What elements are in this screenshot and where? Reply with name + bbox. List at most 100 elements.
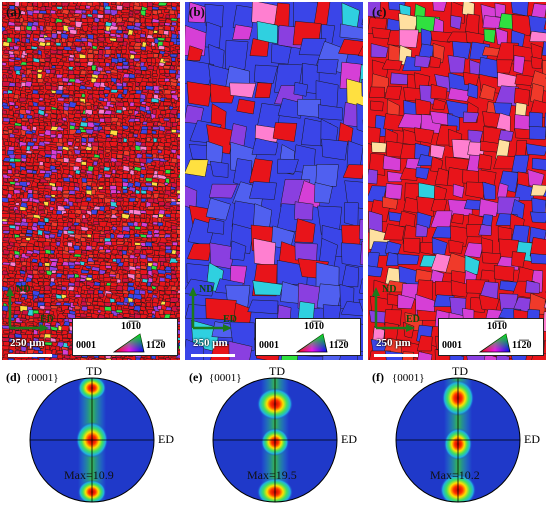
grain <box>102 114 112 118</box>
grain <box>55 89 63 95</box>
grain <box>86 305 95 311</box>
grain <box>111 249 119 255</box>
grain <box>162 53 170 57</box>
grain <box>13 338 21 342</box>
grain <box>128 121 135 127</box>
grain <box>177 97 180 103</box>
grain <box>145 297 152 302</box>
grain <box>67 109 74 115</box>
grain <box>140 213 146 219</box>
grain <box>78 77 86 82</box>
grain <box>87 261 95 265</box>
grain <box>164 22 171 27</box>
grain <box>254 82 272 98</box>
pole-figure-plot <box>395 377 521 503</box>
grain <box>61 148 69 155</box>
grain <box>15 217 22 222</box>
grain <box>139 162 145 167</box>
grain <box>158 201 166 206</box>
grain <box>482 15 505 29</box>
grain <box>176 194 180 199</box>
grain <box>87 165 95 172</box>
grain <box>62 356 70 360</box>
grain <box>163 193 170 199</box>
pole-figure-outline <box>395 377 521 503</box>
grain <box>55 2 64 7</box>
grain <box>151 73 158 77</box>
grain <box>62 226 70 231</box>
grain <box>115 293 125 297</box>
grain <box>6 245 13 249</box>
scale-line <box>374 354 418 357</box>
grain <box>44 257 50 263</box>
grain <box>451 139 472 160</box>
grain <box>19 233 27 238</box>
grain <box>121 217 128 223</box>
grain <box>432 98 446 111</box>
grain <box>61 325 70 332</box>
grain <box>80 141 87 146</box>
grain <box>339 23 363 40</box>
grain <box>24 253 33 257</box>
grain <box>30 180 38 188</box>
grain <box>61 338 70 342</box>
grain <box>416 335 433 352</box>
grain <box>344 202 359 227</box>
grain <box>31 258 38 263</box>
grain <box>170 237 178 242</box>
grain <box>170 278 178 283</box>
grain <box>91 73 100 79</box>
grain <box>19 134 25 139</box>
grain <box>91 189 96 196</box>
grain <box>68 89 74 96</box>
grain <box>18 242 28 247</box>
grain <box>525 280 540 294</box>
grain <box>75 217 81 225</box>
grain <box>129 101 135 107</box>
grain <box>121 48 127 55</box>
grain <box>133 169 139 174</box>
grain <box>342 164 363 179</box>
grain <box>44 30 52 35</box>
grain <box>134 273 141 279</box>
grain <box>73 265 81 269</box>
grain <box>79 49 87 54</box>
grain <box>2 345 11 350</box>
grain <box>158 6 167 10</box>
grain <box>346 78 363 108</box>
grain <box>175 273 180 279</box>
grain <box>25 181 31 186</box>
axis-arrows-icon <box>372 287 415 332</box>
grain <box>186 243 212 261</box>
grain <box>13 60 20 65</box>
grain <box>157 285 166 292</box>
grain <box>277 158 299 174</box>
grain <box>45 101 51 107</box>
grain <box>37 72 43 79</box>
grain <box>117 137 123 143</box>
grain <box>121 58 127 62</box>
grain <box>152 53 159 58</box>
grain <box>109 33 117 37</box>
grain <box>135 81 140 87</box>
grain <box>117 73 122 80</box>
grain <box>62 117 67 122</box>
grain <box>49 133 57 139</box>
grain <box>13 129 19 134</box>
grain <box>98 169 104 173</box>
grain <box>74 125 80 130</box>
grain <box>50 357 59 360</box>
grain <box>25 233 33 237</box>
grain <box>14 105 19 109</box>
grain <box>253 238 276 267</box>
grain <box>114 229 120 234</box>
grain <box>165 120 172 128</box>
grain <box>105 358 112 360</box>
grain <box>511 154 530 173</box>
grain <box>122 77 131 83</box>
grain <box>19 174 26 178</box>
grain <box>6 173 14 177</box>
grain <box>19 69 25 74</box>
grain <box>185 59 215 85</box>
grain <box>164 157 171 161</box>
